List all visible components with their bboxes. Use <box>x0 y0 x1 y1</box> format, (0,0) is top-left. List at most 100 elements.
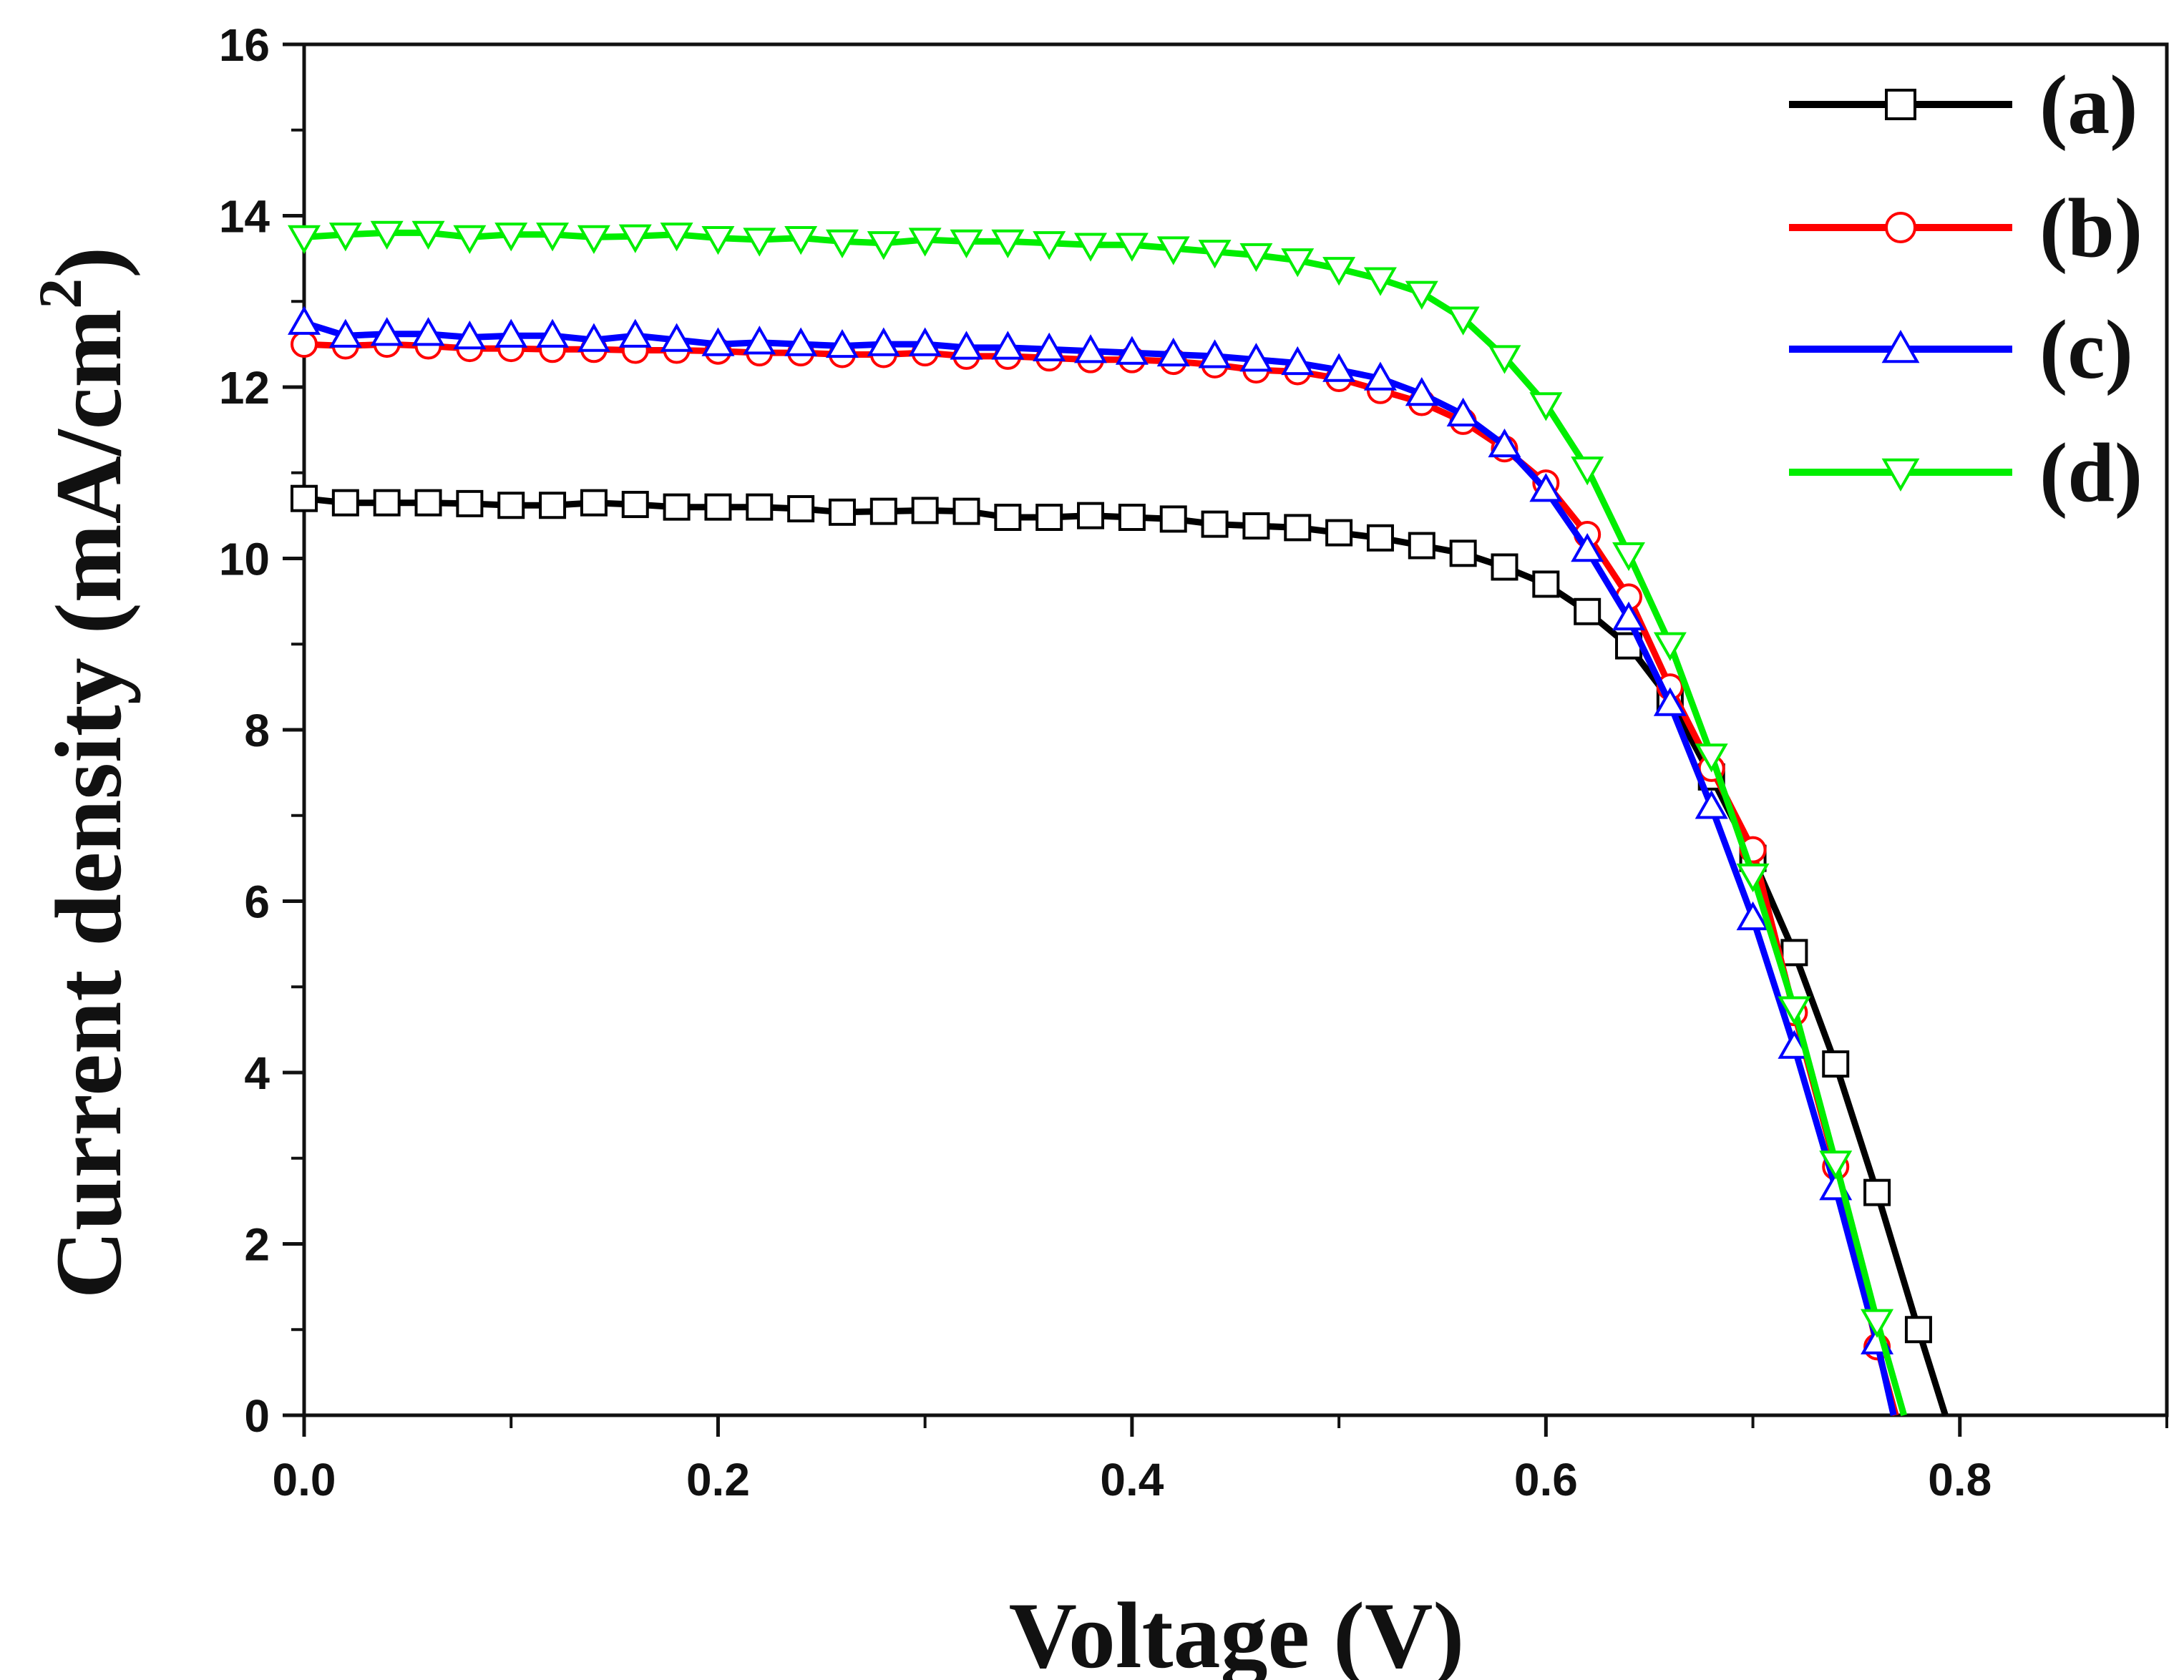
x-tick-label: 0.6 <box>1514 1454 1578 1505</box>
x-tick-label: 0.8 <box>1928 1454 1992 1505</box>
data-point-marker <box>1488 428 1521 458</box>
data-point-marker <box>497 492 525 519</box>
legend-label: (b) <box>2039 181 2142 275</box>
data-point-marker <box>1118 504 1146 532</box>
data-point-marker <box>1156 337 1190 367</box>
data-point-marker <box>618 318 652 348</box>
legend-marker <box>1885 212 1916 243</box>
y-tick-label: 2 <box>244 1219 270 1271</box>
plot-frame <box>302 42 2169 1417</box>
data-point-marker <box>456 489 484 517</box>
y-tick-label: 0 <box>244 1390 270 1442</box>
data-point-marker <box>621 491 649 519</box>
data-point-marker <box>1074 334 1108 363</box>
data-point-marker <box>701 327 735 356</box>
data-point-marker <box>373 489 401 517</box>
data-point-marker <box>577 225 610 255</box>
data-point-marker <box>867 327 900 356</box>
x-tick-label: 0.0 <box>273 1454 336 1505</box>
legend-label: (d) <box>2039 426 2142 519</box>
data-point-marker <box>1322 353 1356 382</box>
data-point-marker <box>331 489 359 517</box>
data-point-marker <box>1363 267 1397 296</box>
data-point-marker <box>1653 632 1687 661</box>
data-point-marker <box>1281 346 1315 376</box>
data-point-marker <box>828 498 856 526</box>
data-point-marker <box>1405 280 1438 310</box>
data-point-marker <box>1529 473 1563 502</box>
y-tick-label: 10 <box>219 534 270 585</box>
x-axis-title: Voltage (V) <box>1009 1583 1465 1680</box>
y-axis-title-main: Current density (mA/cm <box>36 309 141 1299</box>
data-point-marker <box>370 317 404 346</box>
data-point-marker <box>1449 539 1477 567</box>
data-point-marker <box>1201 510 1229 538</box>
data-point-marker <box>1780 939 1808 967</box>
data-point-marker <box>288 225 321 255</box>
legend-entry-a: (a) <box>1789 58 2138 152</box>
data-point-marker <box>1115 336 1149 365</box>
data-point-marker <box>1115 233 1149 262</box>
data-point-marker <box>1408 532 1435 560</box>
data-point-marker <box>869 497 897 525</box>
data-point-marker <box>994 504 1022 532</box>
y-tick-label: 16 <box>219 19 270 71</box>
legend-label: (c) <box>2039 303 2133 396</box>
data-point-marker <box>1035 504 1063 532</box>
data-point-marker <box>1156 236 1190 265</box>
data-point-marker <box>1819 1151 1853 1180</box>
data-point-marker <box>991 229 1025 259</box>
data-point-marker <box>911 497 939 524</box>
data-point-marker <box>1571 532 1604 562</box>
data-point-marker <box>328 318 362 348</box>
data-point-marker <box>660 323 693 352</box>
data-point-marker <box>1612 542 1646 572</box>
data-point-marker <box>950 229 983 259</box>
data-point-marker <box>1159 505 1187 533</box>
y-axis-title-superscript: 2 <box>26 278 94 309</box>
data-point-marker <box>1074 233 1108 262</box>
data-point-marker <box>536 223 570 252</box>
legend-marker <box>1881 329 1920 363</box>
data-point-marker <box>288 306 321 335</box>
data-point-marker <box>453 320 487 350</box>
data-point-marker <box>867 231 900 260</box>
axes-group: 0.0 0.2 0.4 0.6 0.8 0 2 4 6 8 10 12 14 16 <box>219 19 2169 1505</box>
data-point-marker <box>1242 512 1270 539</box>
data-point-marker <box>494 223 528 252</box>
data-point-marker <box>618 224 652 253</box>
data-point-marker <box>704 493 732 521</box>
data-point-marker <box>1366 524 1394 552</box>
data-point-marker <box>784 327 818 356</box>
data-point-marker <box>577 323 610 352</box>
y-tick-label: 8 <box>244 705 270 756</box>
data-point-marker <box>291 331 318 358</box>
data-point-marker <box>1736 901 1770 931</box>
data-point-marker <box>825 328 859 358</box>
data-point-marker <box>1529 392 1563 421</box>
y-tick-label: 14 <box>219 191 270 243</box>
data-point-marker <box>787 495 815 523</box>
data-point-marker <box>660 223 693 252</box>
data-point-marker <box>328 223 362 252</box>
data-point-marker <box>1446 306 1480 336</box>
series-group <box>288 220 1949 1417</box>
legend: (a) (b) (c) (d) <box>1789 58 2142 519</box>
data-point-marker <box>1281 248 1315 278</box>
data-point-marker <box>1863 1178 1891 1206</box>
data-point-marker <box>1571 456 1604 486</box>
data-point-marker <box>1778 996 1811 1025</box>
data-point-marker <box>743 326 776 355</box>
series-b <box>291 331 1899 1417</box>
data-point-marker <box>908 228 942 257</box>
data-point-marker <box>1363 361 1397 391</box>
data-point-marker <box>1822 1050 1850 1078</box>
data-point-marker <box>453 225 487 255</box>
data-point-marker <box>1736 863 1770 893</box>
data-point-marker <box>411 317 445 346</box>
series-line <box>303 319 1897 1416</box>
series-line <box>303 229 1908 1417</box>
data-point-marker <box>1532 570 1560 598</box>
data-point-marker <box>1904 1316 1932 1344</box>
